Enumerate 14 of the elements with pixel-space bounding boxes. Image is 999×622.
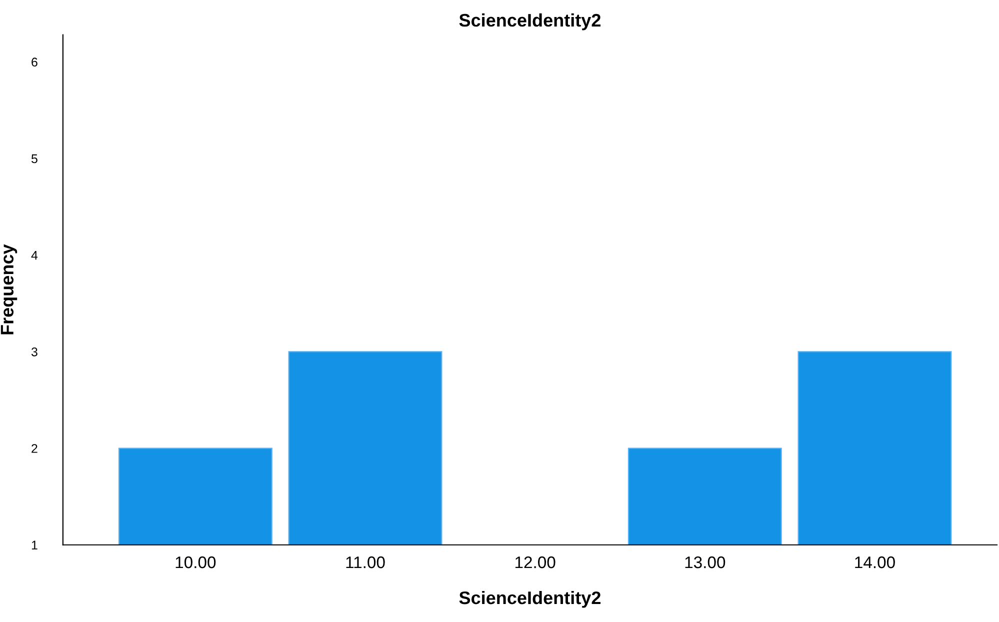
- y-tick-label: 3: [31, 347, 38, 356]
- y-tick-label: 6: [32, 58, 38, 67]
- y-tick-label: 1: [32, 540, 38, 550]
- y-tick-label: 5: [31, 154, 38, 164]
- x-axis-title: ScienceIdentity2: [459, 590, 600, 608]
- x-tick-label: 11.00: [346, 556, 385, 568]
- y-axis-title: Frequency: [0, 244, 18, 334]
- y-tick-label: 4: [31, 251, 38, 260]
- x-tick-label: 13.00: [685, 556, 726, 568]
- x-tick-label: 12.00: [515, 556, 556, 568]
- y-tick-label: 2: [32, 444, 38, 453]
- x-tick-label: 10.00: [176, 556, 216, 568]
- x-tick-label: 14.00: [855, 556, 895, 568]
- chart-title: ScienceIdentity2: [459, 13, 600, 30]
